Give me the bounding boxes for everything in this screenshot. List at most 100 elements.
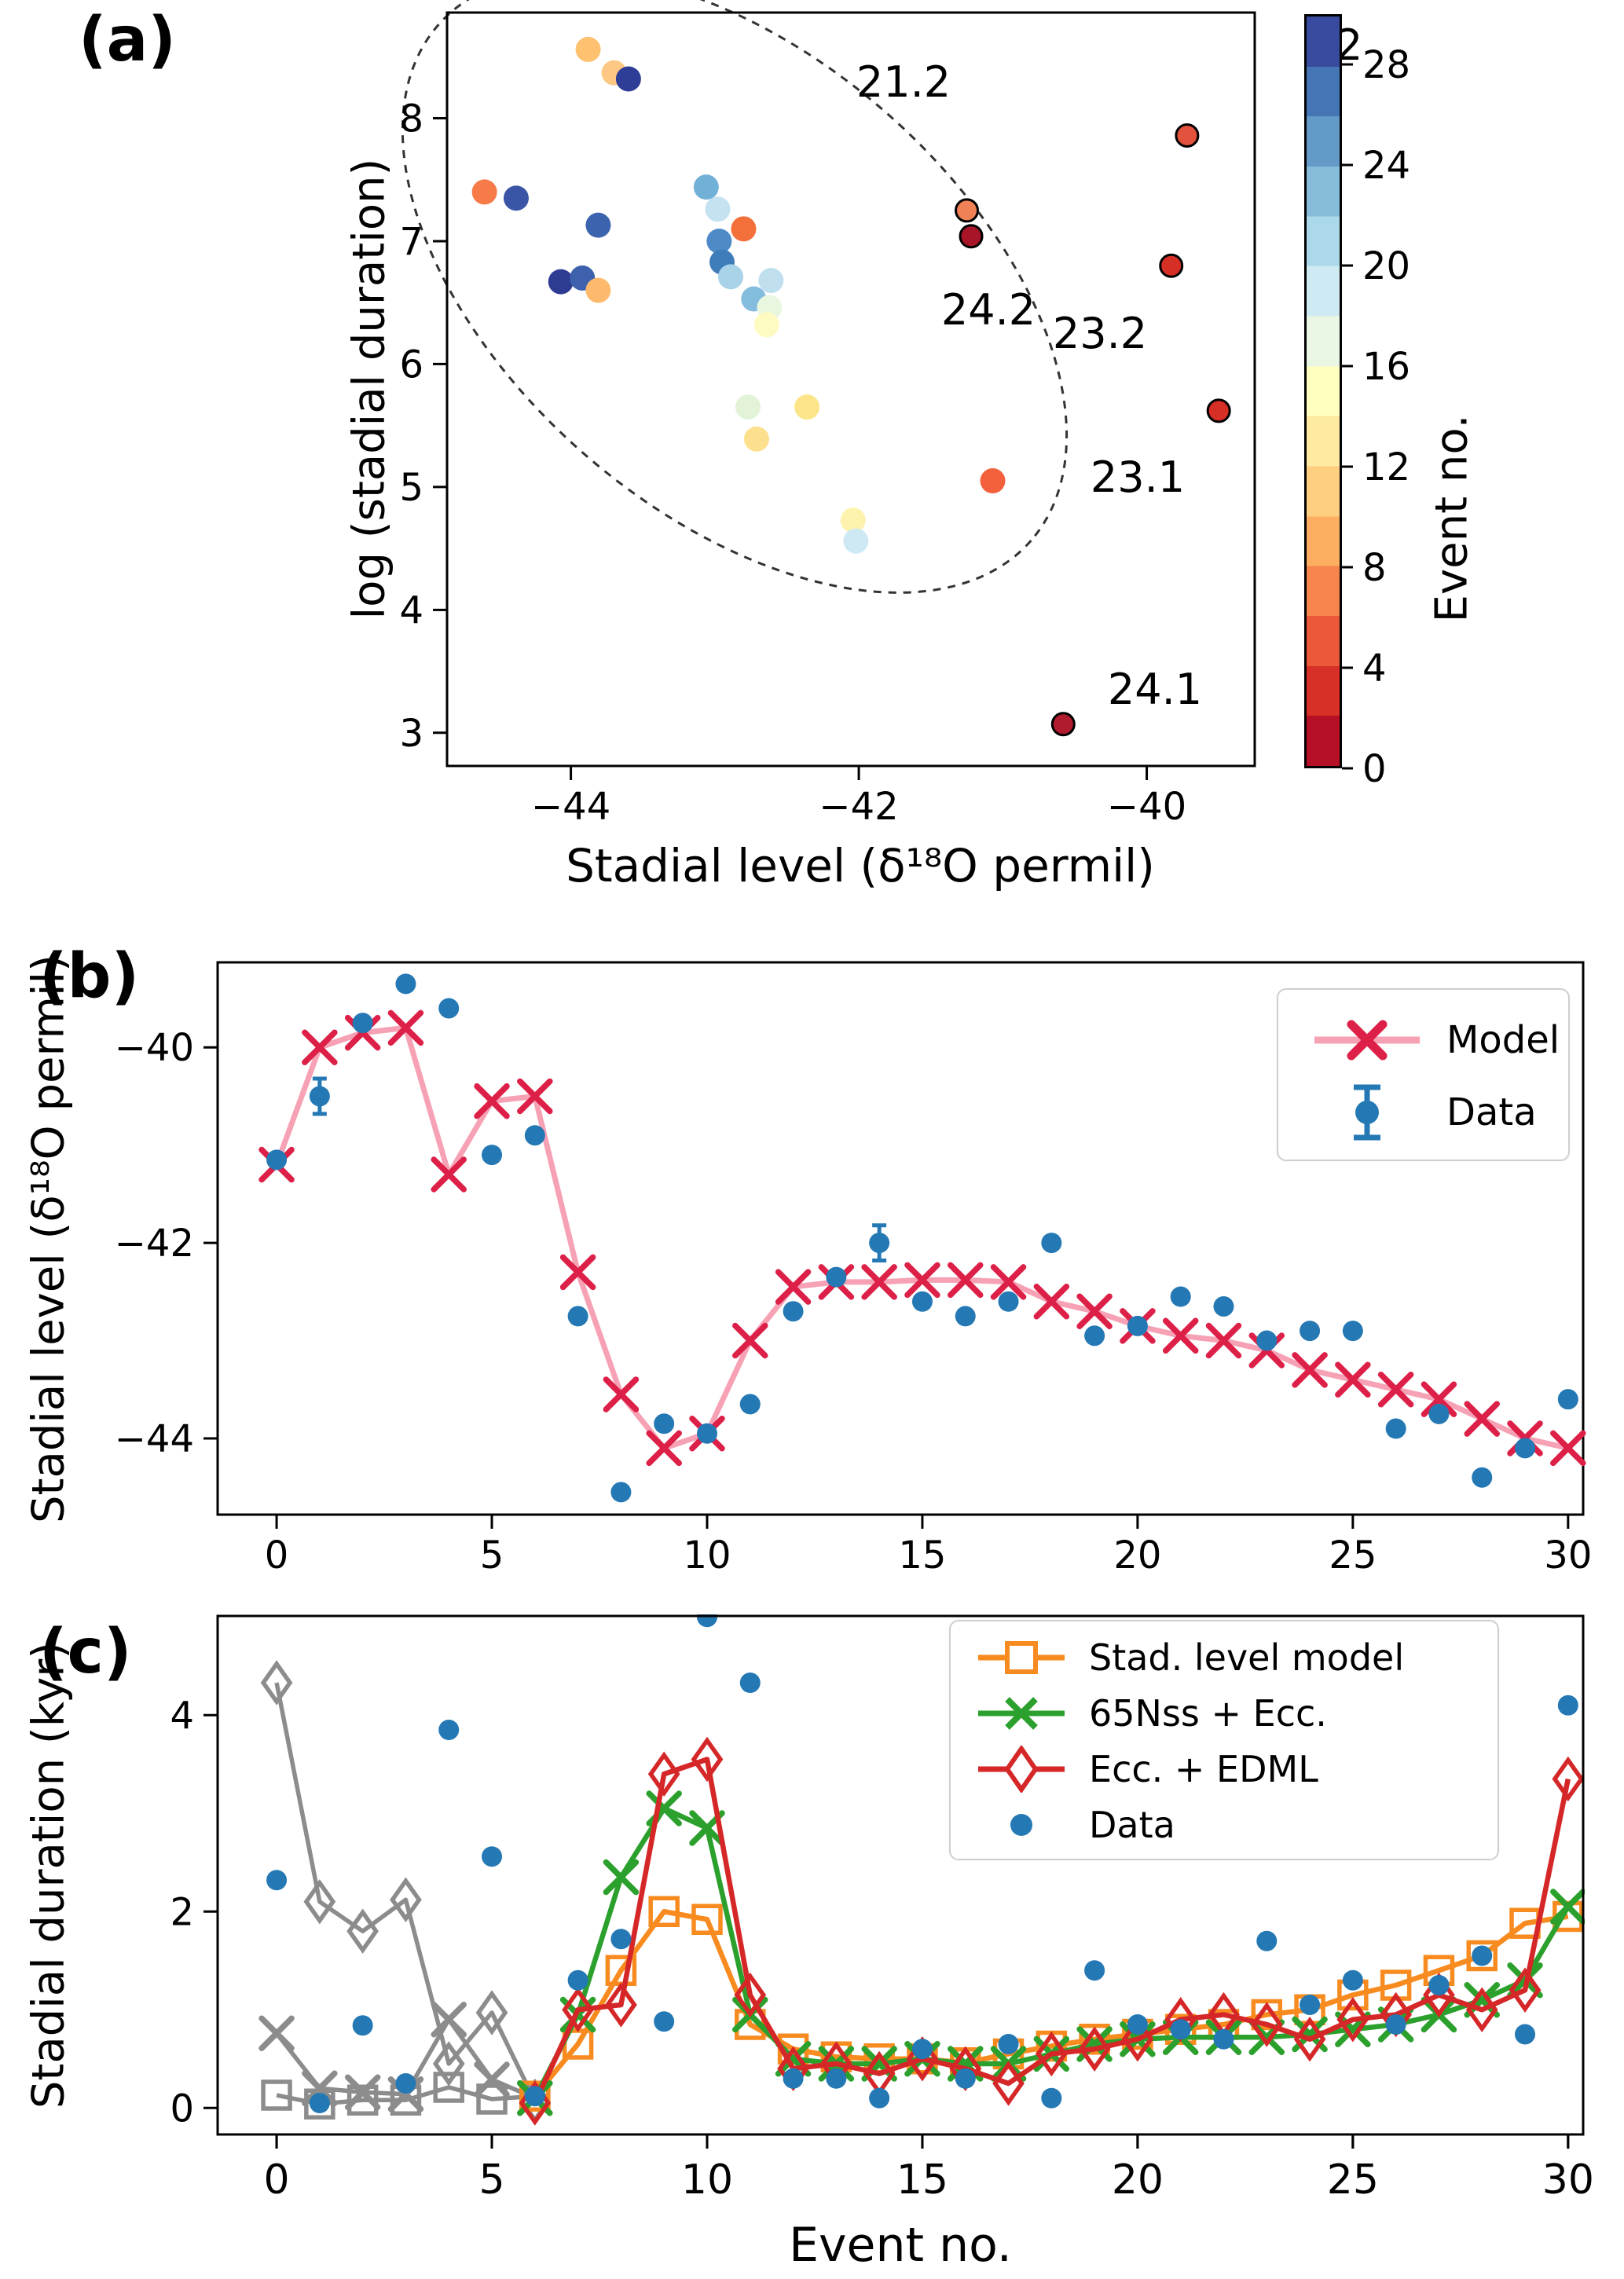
ecc-edml-marker bbox=[992, 2061, 1025, 2106]
gray-diamond-marker bbox=[390, 1877, 422, 1923]
x-tick-label: 20 bbox=[1113, 1533, 1161, 1577]
x-tick-label: −42 bbox=[819, 785, 898, 829]
gray-square-marker bbox=[433, 2072, 464, 2103]
y-tick-label: −42 bbox=[115, 1222, 194, 1266]
duration-data-point bbox=[826, 2068, 847, 2089]
legend-item-data: Data bbox=[1308, 1076, 1568, 1149]
data-point bbox=[1472, 1467, 1493, 1488]
data-point bbox=[1342, 1321, 1363, 1342]
ecc-edml-marker bbox=[562, 1987, 594, 2033]
legend-item-stad-level-model: Stad. level model bbox=[974, 1629, 1498, 1685]
gray-x-marker bbox=[474, 2061, 510, 2098]
ecc-edml-marker bbox=[605, 1982, 637, 2028]
gray-x-marker bbox=[258, 2015, 295, 2051]
point-annotation: 23.1 bbox=[1091, 453, 1185, 502]
ecc-edml-marker-icon bbox=[978, 1745, 1065, 1793]
point-annotation: 24.2 bbox=[941, 285, 1036, 335]
model-marker bbox=[474, 1083, 510, 1119]
ecc-edml-marker bbox=[691, 1736, 724, 1783]
model-marker bbox=[1550, 1430, 1586, 1467]
data-c-marker-icon bbox=[1010, 1813, 1032, 1836]
x-tick-label: 5 bbox=[480, 1533, 504, 1577]
y-tick-label: −44 bbox=[115, 1417, 194, 1461]
duration-data-point bbox=[395, 2073, 416, 2094]
model-marker bbox=[1377, 1371, 1414, 1408]
colorbar-tick-label: 4 bbox=[1362, 647, 1387, 691]
legend-item-model: Model bbox=[1308, 1004, 1568, 1076]
legend-item-model-label: Model bbox=[1446, 1018, 1560, 1062]
ecc-edml-marker bbox=[647, 1751, 680, 1797]
legend-item-ecc-edml: Ecc. + EDML bbox=[974, 1741, 1498, 1797]
data-point bbox=[1084, 1325, 1105, 1347]
duration-data-point bbox=[955, 2068, 976, 2089]
y-tick-label: 4 bbox=[170, 1694, 194, 1738]
colorbar-tick-label: 0 bbox=[1362, 747, 1387, 791]
duration-data-point bbox=[1300, 1995, 1321, 2015]
ecc-edml-marker bbox=[1465, 1987, 1498, 2033]
gray-diamond-marker bbox=[260, 1660, 293, 1706]
panel-c-ylabel: Stadial duration (kyr) bbox=[23, 1641, 75, 2109]
panel-a-ylabel: log (stadial duration) bbox=[343, 158, 395, 620]
data-point bbox=[1170, 1286, 1191, 1307]
data-point bbox=[1557, 1389, 1578, 1410]
duration-data-point bbox=[1256, 1930, 1278, 1951]
data-point bbox=[395, 973, 416, 995]
scatter-point bbox=[840, 507, 866, 533]
colorbar-tick-label: 20 bbox=[1362, 244, 1410, 288]
ecc-edml-marker bbox=[1121, 2016, 1154, 2062]
labeled-scatter-point bbox=[959, 224, 984, 249]
data-point bbox=[610, 1482, 632, 1503]
ecc-edml-marker bbox=[1293, 2016, 1326, 2062]
model-marker bbox=[1421, 1381, 1457, 1417]
model-marker bbox=[947, 1262, 984, 1299]
panel-c-legend: Stad. level model 65Nss + Ecc. Ecc. + ED… bbox=[949, 1620, 1499, 1860]
labeled-scatter-point bbox=[1159, 253, 1184, 278]
model-marker bbox=[646, 1430, 682, 1467]
x-tick-label: 20 bbox=[1112, 2156, 1164, 2204]
model-marker bbox=[1076, 1293, 1113, 1329]
stad-level-model-marker bbox=[648, 1896, 680, 1927]
stad-level-model-marker bbox=[691, 1903, 723, 1935]
duration-data-point bbox=[524, 2086, 545, 2107]
duration-data-point bbox=[1515, 2024, 1536, 2045]
panel-b-letter: (b) bbox=[39, 941, 140, 1012]
data-point bbox=[1127, 1315, 1148, 1336]
scatter-point bbox=[794, 394, 820, 420]
scatter-point bbox=[575, 36, 601, 62]
data-point bbox=[1385, 1418, 1406, 1439]
data-point bbox=[696, 1423, 717, 1444]
labeled-scatter-point bbox=[1175, 123, 1200, 148]
scatter-point bbox=[717, 264, 743, 290]
y-tick-label: 5 bbox=[399, 466, 423, 510]
65nss-ecc--marker bbox=[603, 1859, 640, 1896]
gray-square-marker bbox=[346, 2084, 379, 2116]
cluster-ellipse bbox=[401, 0, 1069, 594]
model-marker bbox=[387, 1009, 424, 1046]
data-point bbox=[567, 1306, 588, 1327]
panel-b-frame bbox=[216, 961, 1585, 1516]
scatter-point bbox=[980, 468, 1006, 494]
y-tick-label: 0 bbox=[170, 2087, 194, 2131]
data-point bbox=[438, 998, 460, 1019]
data-point bbox=[1515, 1438, 1536, 1459]
scatter-point bbox=[705, 196, 731, 222]
legend-item-data-c-label: Data bbox=[1089, 1803, 1175, 1846]
duration-data-point bbox=[1557, 1695, 1578, 1716]
model-marker bbox=[1033, 1284, 1070, 1320]
colorbar-label: Event no. bbox=[1426, 414, 1478, 623]
y-tick-label: −40 bbox=[115, 1026, 194, 1070]
duration-data-point bbox=[1472, 1945, 1493, 1966]
data-point bbox=[869, 1233, 890, 1254]
x-tick-label: 25 bbox=[1329, 1533, 1377, 1577]
panel-a-frame bbox=[445, 11, 1256, 768]
model-marker bbox=[1162, 1317, 1199, 1354]
x-tick-label: −44 bbox=[531, 785, 610, 829]
scatter-point bbox=[503, 185, 529, 211]
model-marker bbox=[990, 1264, 1027, 1300]
duration-data-point bbox=[266, 1870, 288, 1891]
colorbar-tick-label: 8 bbox=[1362, 546, 1387, 590]
point-annotation: 21.2 bbox=[856, 57, 951, 107]
point-annotation: 23.2 bbox=[1053, 309, 1147, 358]
